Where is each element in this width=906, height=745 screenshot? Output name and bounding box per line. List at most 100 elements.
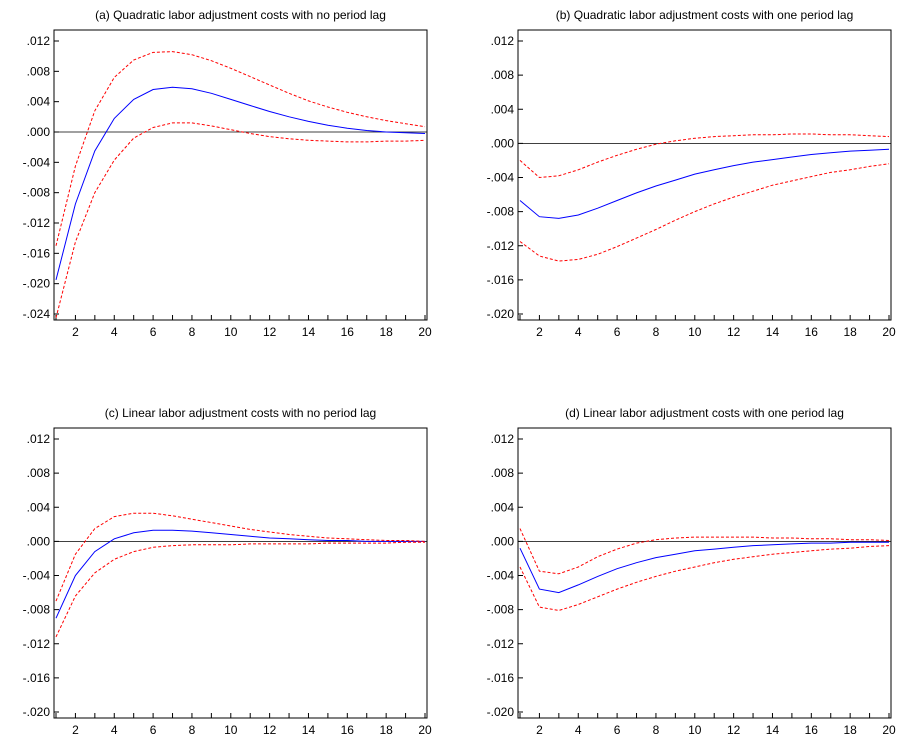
- y-tick-label: -.012: [487, 637, 515, 651]
- x-tick-label: 8: [189, 723, 196, 737]
- x-tick-label: 20: [418, 325, 432, 339]
- upper-line: [519, 133, 890, 179]
- x-tick-label: 6: [614, 325, 621, 339]
- x-tick-label: 18: [379, 325, 393, 339]
- y-tick-label: .012: [491, 34, 515, 48]
- response-line: [519, 148, 890, 219]
- chart-title: (c) Linear labor adjustment costs with n…: [104, 406, 377, 420]
- y-tick-label: -.016: [487, 671, 515, 685]
- upper-line: [519, 528, 890, 575]
- x-tick-label: 8: [653, 325, 660, 339]
- chart-panel-3: .012 .008 .004 .000 -.004 -.008 -.012 -.016 -.02…: [487, 427, 896, 737]
- plot-frame: [517, 427, 892, 719]
- y-tick-label: -.008: [23, 186, 51, 200]
- x-tick-label: 10: [224, 325, 238, 339]
- y-tick-label: -.024: [23, 307, 51, 321]
- y-tick-label: .008: [491, 68, 515, 82]
- x-tick-label: 20: [882, 723, 896, 737]
- x-tick-label: 4: [111, 723, 118, 737]
- y-tick-label: .012: [27, 34, 51, 48]
- x-tick-label: 18: [379, 723, 393, 737]
- x-tick-label: 10: [224, 723, 238, 737]
- y-tick-label: .000: [27, 534, 51, 548]
- y-tick-label: -.004: [487, 569, 515, 583]
- x-tick-label: 16: [341, 723, 355, 737]
- x-tick-label: 12: [727, 723, 741, 737]
- x-tick-label: 20: [882, 325, 896, 339]
- lower-line: [519, 163, 890, 262]
- x-tick-label: 8: [653, 723, 660, 737]
- y-tick-label: .008: [491, 466, 515, 480]
- x-tick-label: 20: [418, 723, 432, 737]
- y-tick-label: -.004: [23, 155, 51, 169]
- x-tick-label: 4: [575, 723, 582, 737]
- y-tick-label: -.008: [487, 205, 515, 219]
- upper-line: [55, 51, 426, 246]
- x-tick-label: 2: [536, 325, 543, 339]
- x-tick-label: 6: [150, 723, 157, 737]
- x-tick-label: 14: [302, 723, 316, 737]
- y-tick-label: -.016: [23, 671, 51, 685]
- x-tick-label: 14: [766, 325, 780, 339]
- x-tick-label: 4: [111, 325, 118, 339]
- response-line: [519, 541, 889, 594]
- y-tick-label: -.008: [23, 603, 51, 617]
- chart-title: (a) Quadratic labor adjustment costs wit…: [95, 8, 386, 22]
- y-tick-label: .008: [27, 466, 51, 480]
- x-tick-label: 8: [189, 325, 196, 339]
- y-tick-label: -.004: [23, 569, 51, 583]
- x-tick-label: 18: [843, 325, 857, 339]
- y-tick-label: -.020: [487, 307, 515, 321]
- x-tick-label: 16: [341, 325, 355, 339]
- y-tick-label: .012: [27, 432, 51, 446]
- y-tick-label: .012: [491, 432, 515, 446]
- lower-line: [55, 541, 425, 638]
- y-tick-label: .008: [27, 64, 51, 78]
- y-tick-label: -.020: [487, 705, 515, 719]
- y-tick-label: .004: [27, 95, 51, 109]
- plot-frame: [53, 29, 428, 321]
- x-tick-label: 14: [302, 325, 316, 339]
- y-tick-label: .004: [491, 500, 515, 514]
- y-tick-label: -.020: [23, 705, 51, 719]
- x-tick-label: 10: [688, 723, 702, 737]
- x-tick-label: 2: [72, 723, 79, 737]
- plot-frame: [53, 427, 428, 719]
- chart-panel-0: .012 .008 .004 .000 -.004 -.008 -.012 -.016 -.02…: [23, 29, 432, 339]
- x-tick-label: 6: [614, 723, 621, 737]
- x-tick-label: 14: [766, 723, 780, 737]
- upper-line: [55, 512, 426, 602]
- x-tick-label: 12: [263, 325, 277, 339]
- y-tick-label: -.012: [487, 239, 515, 253]
- chart-panel-2: .012 .008 .004 .000 -.004 -.008 -.012 -.016 -.02…: [23, 427, 432, 737]
- x-tick-label: 12: [263, 723, 277, 737]
- y-tick-label: .004: [491, 102, 515, 116]
- y-tick-label: .000: [491, 534, 515, 548]
- x-tick-label: 4: [575, 325, 582, 339]
- lower-line: [519, 545, 890, 612]
- y-tick-label: -.012: [23, 216, 51, 230]
- x-tick-label: 16: [805, 723, 819, 737]
- plot-frame: [517, 29, 892, 321]
- chart-panel-1: .012 .008 .004 .000 -.004 -.008 -.012 -.016 -.02…: [487, 29, 896, 339]
- y-tick-label: .004: [27, 500, 51, 514]
- x-tick-label: 18: [843, 723, 857, 737]
- x-tick-label: 16: [805, 325, 819, 339]
- y-tick-label: -.012: [23, 637, 51, 651]
- x-tick-label: 10: [688, 325, 702, 339]
- y-tick-label: -.008: [487, 603, 515, 617]
- response-line: [55, 86, 426, 281]
- chart-title: (d) Linear labor adjustment costs with o…: [565, 406, 844, 420]
- x-tick-label: 6: [150, 325, 157, 339]
- x-tick-label: 12: [727, 325, 741, 339]
- y-tick-label: -.016: [487, 273, 515, 287]
- x-tick-label: 2: [72, 325, 79, 339]
- y-tick-label: -.016: [23, 246, 51, 260]
- y-tick-label: -.020: [23, 277, 51, 291]
- lower-line: [55, 122, 426, 318]
- y-tick-label: -.004: [487, 171, 515, 185]
- x-tick-label: 2: [536, 723, 543, 737]
- response-line: [55, 529, 425, 619]
- chart-title: (b) Quadratic labor adjustment costs wit…: [555, 8, 854, 22]
